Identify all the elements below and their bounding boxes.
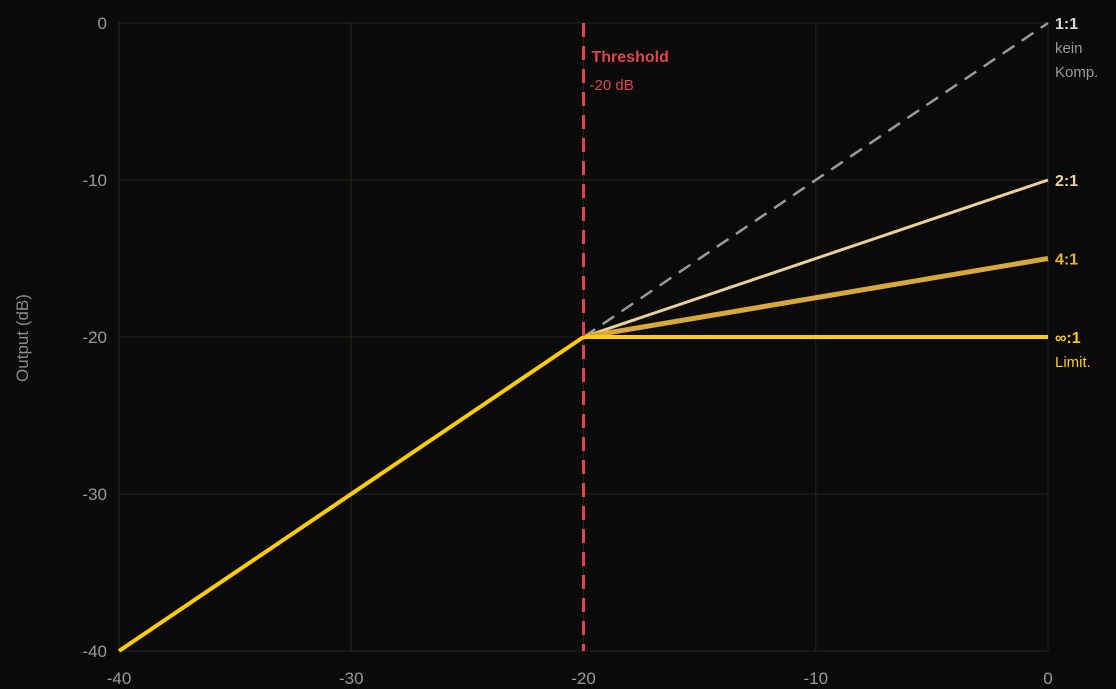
threshold-label: Threshold (592, 49, 669, 66)
series-label-1: 1:1 (1055, 16, 1078, 33)
y-tick-label: 0 (98, 14, 107, 33)
series-sublabel-1: kein (1055, 40, 1083, 57)
threshold-value-label: -20 dB (590, 77, 634, 94)
series-line-3 (583, 256, 1049, 340)
x-tick-label: -40 (107, 669, 132, 688)
series-label-3: 4:1 (1055, 252, 1078, 269)
series (117, 21, 1049, 653)
series-line-1 (582, 21, 1049, 339)
y-tick-label: -40 (82, 642, 107, 661)
x-tick-label: 0 (1043, 669, 1052, 688)
series-line-4 (117, 335, 1048, 653)
x-tick-label: -30 (339, 669, 364, 688)
series-label-2: 2:1 (1055, 173, 1078, 190)
series-sublabel-1: Komp. (1055, 64, 1098, 81)
y-tick-label: -30 (82, 485, 107, 504)
series-labels: 1:1 kein Komp. 2:1 4:1 ∞:1 Limit. (1055, 16, 1098, 371)
threshold: Threshold -20 dB (582, 23, 669, 651)
y-axis-title: Output (dB) (13, 294, 32, 382)
series-label-4: ∞:1 (1055, 330, 1081, 347)
series-sublabel-4: Limit. (1055, 354, 1091, 371)
y-tick-label: -10 (82, 171, 107, 190)
x-tick-label: -10 (803, 669, 828, 688)
series-line-2 (583, 178, 1049, 339)
tick-labels: -40 -30 -20 -10 0 0 -10 -20 -30 -40 (82, 14, 1052, 688)
y-tick-label: -20 (82, 328, 107, 347)
x-tick-label: -20 (571, 669, 596, 688)
